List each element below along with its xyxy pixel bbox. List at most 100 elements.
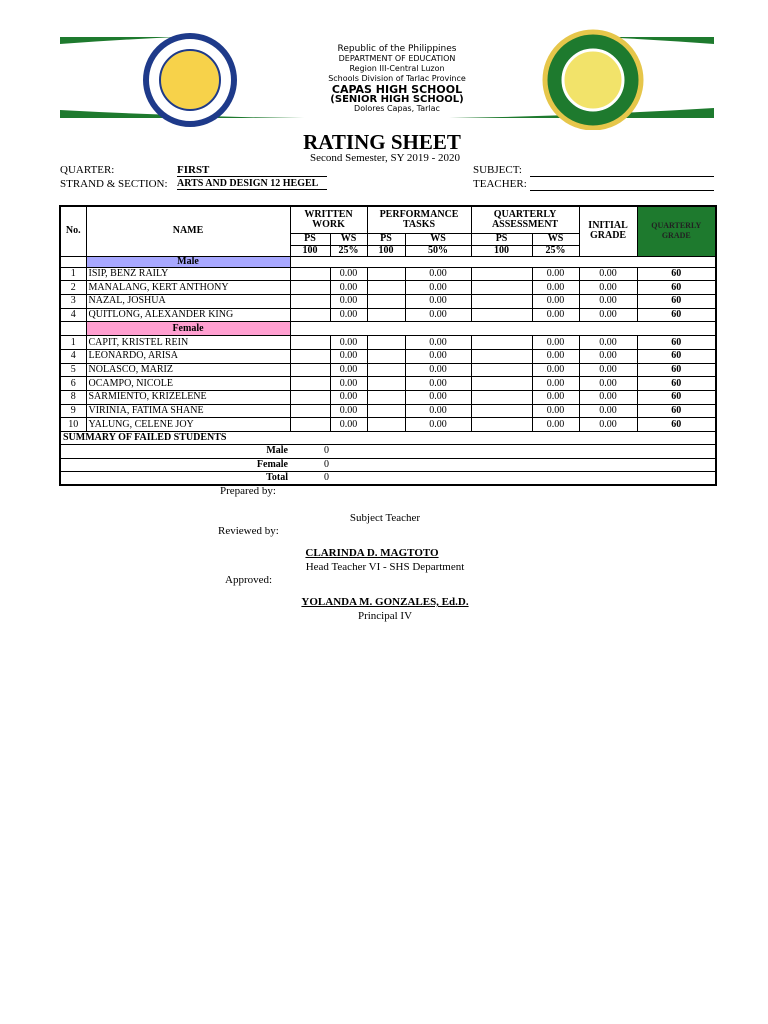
table-row: Female	[59, 321, 717, 337]
table-cell: 0.00	[404, 266, 472, 282]
school-logo-inner	[561, 48, 625, 112]
teacher-label: TEACHER:	[473, 178, 527, 190]
table-cell: 0.00	[531, 280, 580, 295]
table-cell: 60	[636, 293, 717, 309]
table-cell: 0.00	[404, 307, 472, 323]
table-cell: 0.00	[578, 348, 638, 364]
table-cell: NAME	[85, 205, 291, 257]
table-cell	[470, 417, 533, 433]
principal-title: Principal IV	[357, 610, 413, 622]
table-cell	[366, 280, 406, 295]
table-cell: 0.00	[404, 335, 472, 350]
table-cell	[366, 335, 406, 350]
table-cell: 5	[59, 362, 87, 378]
table-row: No. NAME WRITTEN WORK PERFORMANCE TASKS QUAR…	[59, 205, 717, 257]
table-cell	[59, 255, 87, 268]
table-cell: NAZAL, JOSHUA	[85, 293, 291, 309]
table-cell	[289, 348, 331, 364]
deped-logo-inner	[159, 49, 221, 111]
table-cell: WS	[531, 232, 580, 246]
table-cell: PERFORMANCE TASKS	[366, 205, 472, 234]
table-row: 3 NAZAL, JOSHUA 0.00 0.00 0.00 0.00 60	[59, 293, 717, 309]
table-row: 5 NOLASCO, MARIZ 0.00 0.00 0.00 0.00 60	[59, 362, 717, 378]
strand-label: STRAND & SECTION:	[60, 178, 168, 190]
rating-table: No. NAME WRITTEN WORK PERFORMANCE TASKS QUAR…	[59, 205, 718, 487]
table-cell: QUITLONG, ALEXANDER KING	[85, 307, 291, 323]
table-cell: 0.00	[329, 280, 368, 295]
table-cell: CAPIT, KRISTEL REIN	[85, 335, 291, 350]
table-cell	[289, 280, 331, 295]
table-cell: 4	[59, 307, 87, 323]
table-row: 6 OCAMPO, NICOLE 0.00 0.00 0.00 0.00 60	[59, 376, 717, 391]
table-cell: 0.00	[578, 376, 638, 391]
table-cell: VIRINIA, FATIMA SHANE	[85, 403, 291, 419]
table-cell: 25%	[531, 244, 580, 257]
header-line: Region III-Central Luzon	[349, 64, 445, 73]
table-cell: 0.00	[404, 280, 472, 295]
prepared-label: Prepared by:	[220, 485, 276, 497]
header-line: Dolores Capas, Tarlac	[354, 104, 440, 113]
table-cell: 0.00	[531, 335, 580, 350]
table-cell: 0.00	[329, 266, 368, 282]
table-cell: WS	[329, 232, 368, 246]
table-cell	[470, 307, 533, 323]
table-cell	[366, 403, 406, 419]
table-cell: Male	[85, 255, 291, 268]
table-cell: INITIAL GRADE	[578, 205, 638, 257]
table-cell: 60	[636, 376, 717, 391]
table-cell: 0	[290, 471, 717, 486]
table-cell: 0.00	[329, 335, 368, 350]
table-cell: 0.00	[531, 403, 580, 419]
principal-name: YOLANDA M. GONZALES, Ed.D.	[301, 596, 469, 608]
table-cell	[366, 362, 406, 378]
table-cell: 2	[59, 280, 87, 295]
table-cell: 50%	[404, 244, 472, 257]
table-cell: 0.00	[578, 266, 638, 282]
table-cell: 0.00	[578, 280, 638, 295]
quarter: FIRST	[177, 164, 327, 177]
header-line: DEPARTMENT OF EDUCATION	[338, 54, 456, 63]
table-cell: 0.00	[531, 307, 580, 323]
table-cell: 0.00	[578, 293, 638, 309]
table-row: 4 QUITLONG, ALEXANDER KING 0.00 0.00 0.00 0.0…	[59, 307, 717, 323]
table-cell: WRITTEN WORK	[289, 205, 368, 234]
head-title: Head Teacher VI - SHS Department	[305, 561, 465, 573]
table-row: Total 0	[59, 471, 717, 486]
title: RATING SHEET	[303, 130, 461, 154]
table-row: 10 YALUNG, CELENE JOY 0.00 0.00 0.00 0.00 60	[59, 417, 717, 433]
table-cell	[289, 362, 331, 378]
table-cell: PS	[366, 232, 406, 246]
table-cell	[470, 266, 533, 282]
reviewed-label: Reviewed by:	[218, 525, 279, 537]
table-cell	[366, 417, 406, 433]
table-cell: 0.00	[329, 417, 368, 433]
table-cell	[289, 417, 331, 433]
table-cell: 0.00	[578, 390, 638, 405]
header-line: Schools Division of Tarlac Province	[328, 74, 466, 83]
table-cell	[366, 390, 406, 405]
table-cell: 0.00	[578, 362, 638, 378]
table-cell	[366, 376, 406, 391]
table-cell: Total	[59, 471, 290, 486]
table-cell: 0.00	[404, 376, 472, 391]
table-cell: 60	[636, 417, 717, 433]
table-cell: 60	[636, 335, 717, 350]
table-cell: 6	[59, 376, 87, 391]
table-cell: 25%	[329, 244, 368, 257]
header-line: (SENIOR HIGH SCHOOL)	[330, 94, 464, 105]
strand: ARTS AND DESIGN 12 HEGEL	[177, 178, 327, 190]
table-row: 4 LEONARDO, ARISA 0.00 0.00 0.00 0.00 60	[59, 348, 717, 364]
table-cell	[289, 293, 331, 309]
table-cell	[470, 390, 533, 405]
header-line: CAPAS HIGH SCHOOL	[331, 83, 463, 96]
table-cell: 0.00	[578, 307, 638, 323]
table-cell: 0.00	[578, 417, 638, 433]
table-cell: No.	[59, 205, 87, 257]
table-cell: Male	[59, 444, 290, 459]
table-cell: 0.00	[404, 293, 472, 309]
table-cell: 60	[636, 348, 717, 364]
table-cell: YALUNG, CELENE JOY	[85, 417, 291, 433]
table-cell: 0.00	[329, 362, 368, 378]
table-row: 8 SARMIENTO, KRIZELENE 0.00 0.00 0.00 0.00 60	[59, 390, 717, 405]
subject-line	[530, 176, 714, 177]
